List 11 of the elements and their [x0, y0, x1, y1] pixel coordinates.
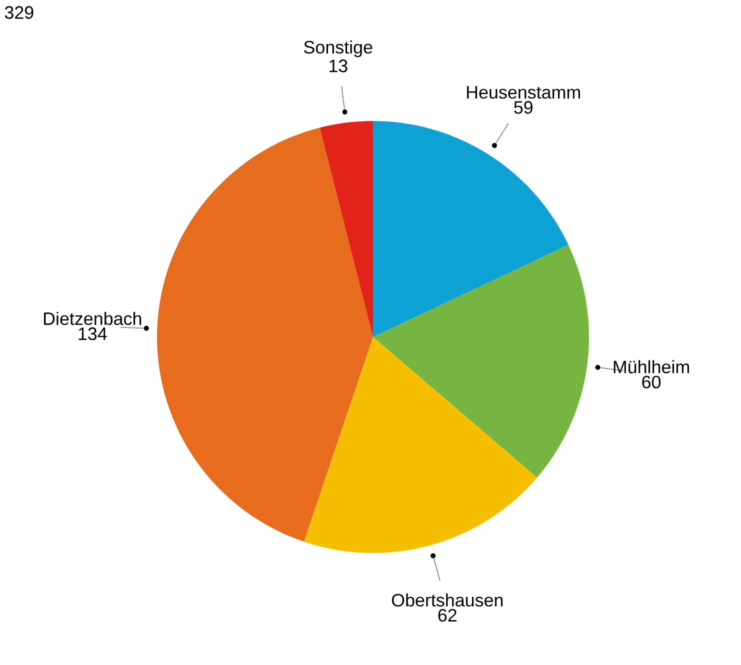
slice-label: Mühlheim — [614, 360, 689, 374]
slice-label: Dietzenbach — [44, 312, 142, 326]
text: 329 — [4, 6, 34, 19]
slice-label: Obertshausen — [392, 593, 503, 607]
slice-label: Sonstige — [304, 40, 372, 58]
slice-label: Heusenstamm — [467, 86, 580, 99]
data-label: 13 — [330, 60, 348, 72]
data-label: 60 — [642, 376, 661, 388]
data-label: 134 — [78, 327, 107, 340]
data-label: 62 — [438, 608, 456, 622]
data-label: 59 — [514, 101, 532, 114]
